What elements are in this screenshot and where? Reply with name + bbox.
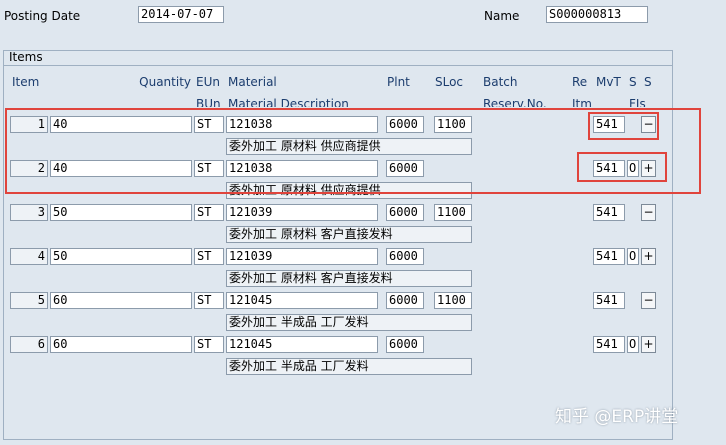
material-field[interactable]: 121039 xyxy=(226,248,378,265)
item-field: 6 xyxy=(10,336,48,353)
description-field: 委外加工 半成品 工厂发料 xyxy=(226,314,472,331)
quantity-field[interactable]: 40 xyxy=(50,160,192,177)
items-group xyxy=(3,50,673,440)
item-field: 5 xyxy=(10,292,48,309)
plant-field[interactable]: 6000 xyxy=(386,248,424,265)
row-button[interactable]: + xyxy=(641,160,656,177)
column-header: S xyxy=(629,75,637,89)
row-button[interactable]: + xyxy=(641,336,656,353)
material-field[interactable]: 121039 xyxy=(226,204,378,221)
material-field[interactable]: 121038 xyxy=(226,160,378,177)
unit-field[interactable]: ST xyxy=(194,292,224,309)
sloc-field[interactable]: 1100 xyxy=(434,204,472,221)
item-field: 4 xyxy=(10,248,48,265)
plant-field[interactable]: 6000 xyxy=(386,160,424,177)
highlight-box xyxy=(5,108,701,194)
description-field: 委外加工 原材料 客户直接发料 xyxy=(226,270,472,287)
description-field: 委外加工 原材料 客户直接发料 xyxy=(226,226,472,243)
column-header: Batch xyxy=(483,75,518,89)
column-header: BUn xyxy=(196,97,221,107)
unit-field[interactable]: ST xyxy=(194,248,224,265)
plant-field[interactable]: 6000 xyxy=(386,292,424,309)
highlight-box xyxy=(577,152,667,182)
column-header: SLoc xyxy=(435,75,464,89)
material-field[interactable]: 121038 xyxy=(226,116,378,133)
s-field[interactable]: O xyxy=(627,160,639,177)
name-field[interactable]: S000000813 xyxy=(546,6,648,23)
column-header: Re xyxy=(572,75,588,89)
plant-field[interactable]: 6000 xyxy=(386,116,424,133)
column-header: MvT xyxy=(596,75,621,89)
items-title: Items xyxy=(3,50,673,66)
column-header: Material xyxy=(228,75,277,89)
row-button[interactable]: − xyxy=(641,204,656,221)
unit-field[interactable]: ST xyxy=(194,160,224,177)
sloc-field[interactable]: 1100 xyxy=(434,116,472,133)
quantity-field[interactable]: 60 xyxy=(50,292,192,309)
mvt-field[interactable]: 541 xyxy=(593,116,625,133)
column-header: S xyxy=(644,75,652,89)
plant-field[interactable]: 6000 xyxy=(386,204,424,221)
name-label: Name xyxy=(484,9,520,23)
column-header: Plnt xyxy=(387,75,410,89)
highlight-box xyxy=(588,112,659,140)
mvt-field[interactable]: 541 xyxy=(593,160,625,177)
material-field[interactable]: 121045 xyxy=(226,292,378,309)
unit-field[interactable]: ST xyxy=(194,204,224,221)
s-field[interactable]: O xyxy=(627,336,639,353)
column-header: Reserv.No. xyxy=(483,97,547,107)
row-button[interactable]: − xyxy=(641,292,656,309)
plant-field[interactable]: 6000 xyxy=(386,336,424,353)
quantity-field[interactable]: 50 xyxy=(50,204,192,221)
mvt-field[interactable]: 541 xyxy=(593,248,625,265)
description-field: 委外加工 半成品 工厂发料 xyxy=(226,358,472,375)
unit-field[interactable]: ST xyxy=(194,336,224,353)
sloc-field[interactable]: 1100 xyxy=(434,292,472,309)
row-button[interactable]: − xyxy=(641,116,656,133)
column-header: Quantity xyxy=(139,75,191,89)
item-field: 1 xyxy=(10,116,48,133)
s-field[interactable]: O xyxy=(627,248,639,265)
watermark: 知乎 @ERP讲堂 xyxy=(555,407,679,427)
unit-field[interactable]: ST xyxy=(194,116,224,133)
posting-date-field[interactable]: 2014-07-07 xyxy=(138,6,224,23)
row-button[interactable]: + xyxy=(641,248,656,265)
mvt-field[interactable]: 541 xyxy=(593,204,625,221)
quantity-field[interactable]: 40 xyxy=(50,116,192,133)
description-field: 委外加工 原材料 供应商提供 xyxy=(226,138,472,155)
item-field: 2 xyxy=(10,160,48,177)
mvt-field[interactable]: 541 xyxy=(593,292,625,309)
column-header: EUn xyxy=(196,75,220,89)
item-field: 3 xyxy=(10,204,48,221)
column-header: Item xyxy=(12,75,40,89)
quantity-field[interactable]: 60 xyxy=(50,336,192,353)
quantity-field[interactable]: 50 xyxy=(50,248,192,265)
posting-date-label: Posting Date xyxy=(4,9,81,23)
column-header: Material Description xyxy=(228,97,349,107)
column-header: FIs xyxy=(629,97,646,107)
column-header: Itm xyxy=(572,97,592,107)
mvt-field[interactable]: 541 xyxy=(593,336,625,353)
material-field[interactable]: 121045 xyxy=(226,336,378,353)
